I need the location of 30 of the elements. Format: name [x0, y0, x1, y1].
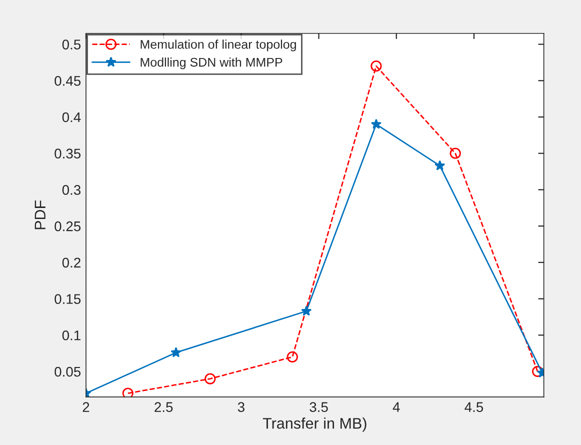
y-tick-label: 0.2: [62, 258, 80, 268]
x-tick-label: 2.5: [154, 402, 173, 412]
point: [370, 60, 382, 72]
y-tick-label: 0.35: [54, 148, 81, 159]
x-tick-label: 3: [238, 402, 244, 412]
point: [122, 388, 134, 397]
y-tick-label: 0.05: [54, 366, 81, 377]
y-axis-title: PDF: [34, 200, 46, 230]
point: [532, 366, 544, 378]
y-tick-label: 0.15: [54, 294, 81, 304]
point: [370, 118, 382, 129]
y-tick-label: 0.5: [62, 40, 81, 50]
x-tick-label: 3.5: [310, 402, 328, 412]
point: [450, 148, 461, 159]
x-axis-title: Transfer in MB): [262, 418, 366, 432]
point: [204, 373, 216, 384]
y-tick-label: 0.4: [62, 112, 81, 122]
y-tick-label: 0.3: [62, 185, 81, 195]
point: [170, 347, 182, 358]
y-tick-label: 0.1: [62, 330, 80, 340]
point: [286, 351, 298, 363]
y-tick-label: 0.45: [54, 76, 81, 86]
legend-label: Memulation of linear topolog: [140, 40, 296, 52]
point: [434, 160, 446, 170]
legend-label: Modlling SDN with MMPP: [140, 58, 282, 70]
x-tick-label: 4: [392, 402, 400, 412]
y-tick-label: 0.25: [54, 221, 81, 232]
point: [301, 306, 312, 316]
x-tick-label: 2: [82, 402, 90, 412]
x-tick-label: 4.5: [464, 402, 484, 412]
